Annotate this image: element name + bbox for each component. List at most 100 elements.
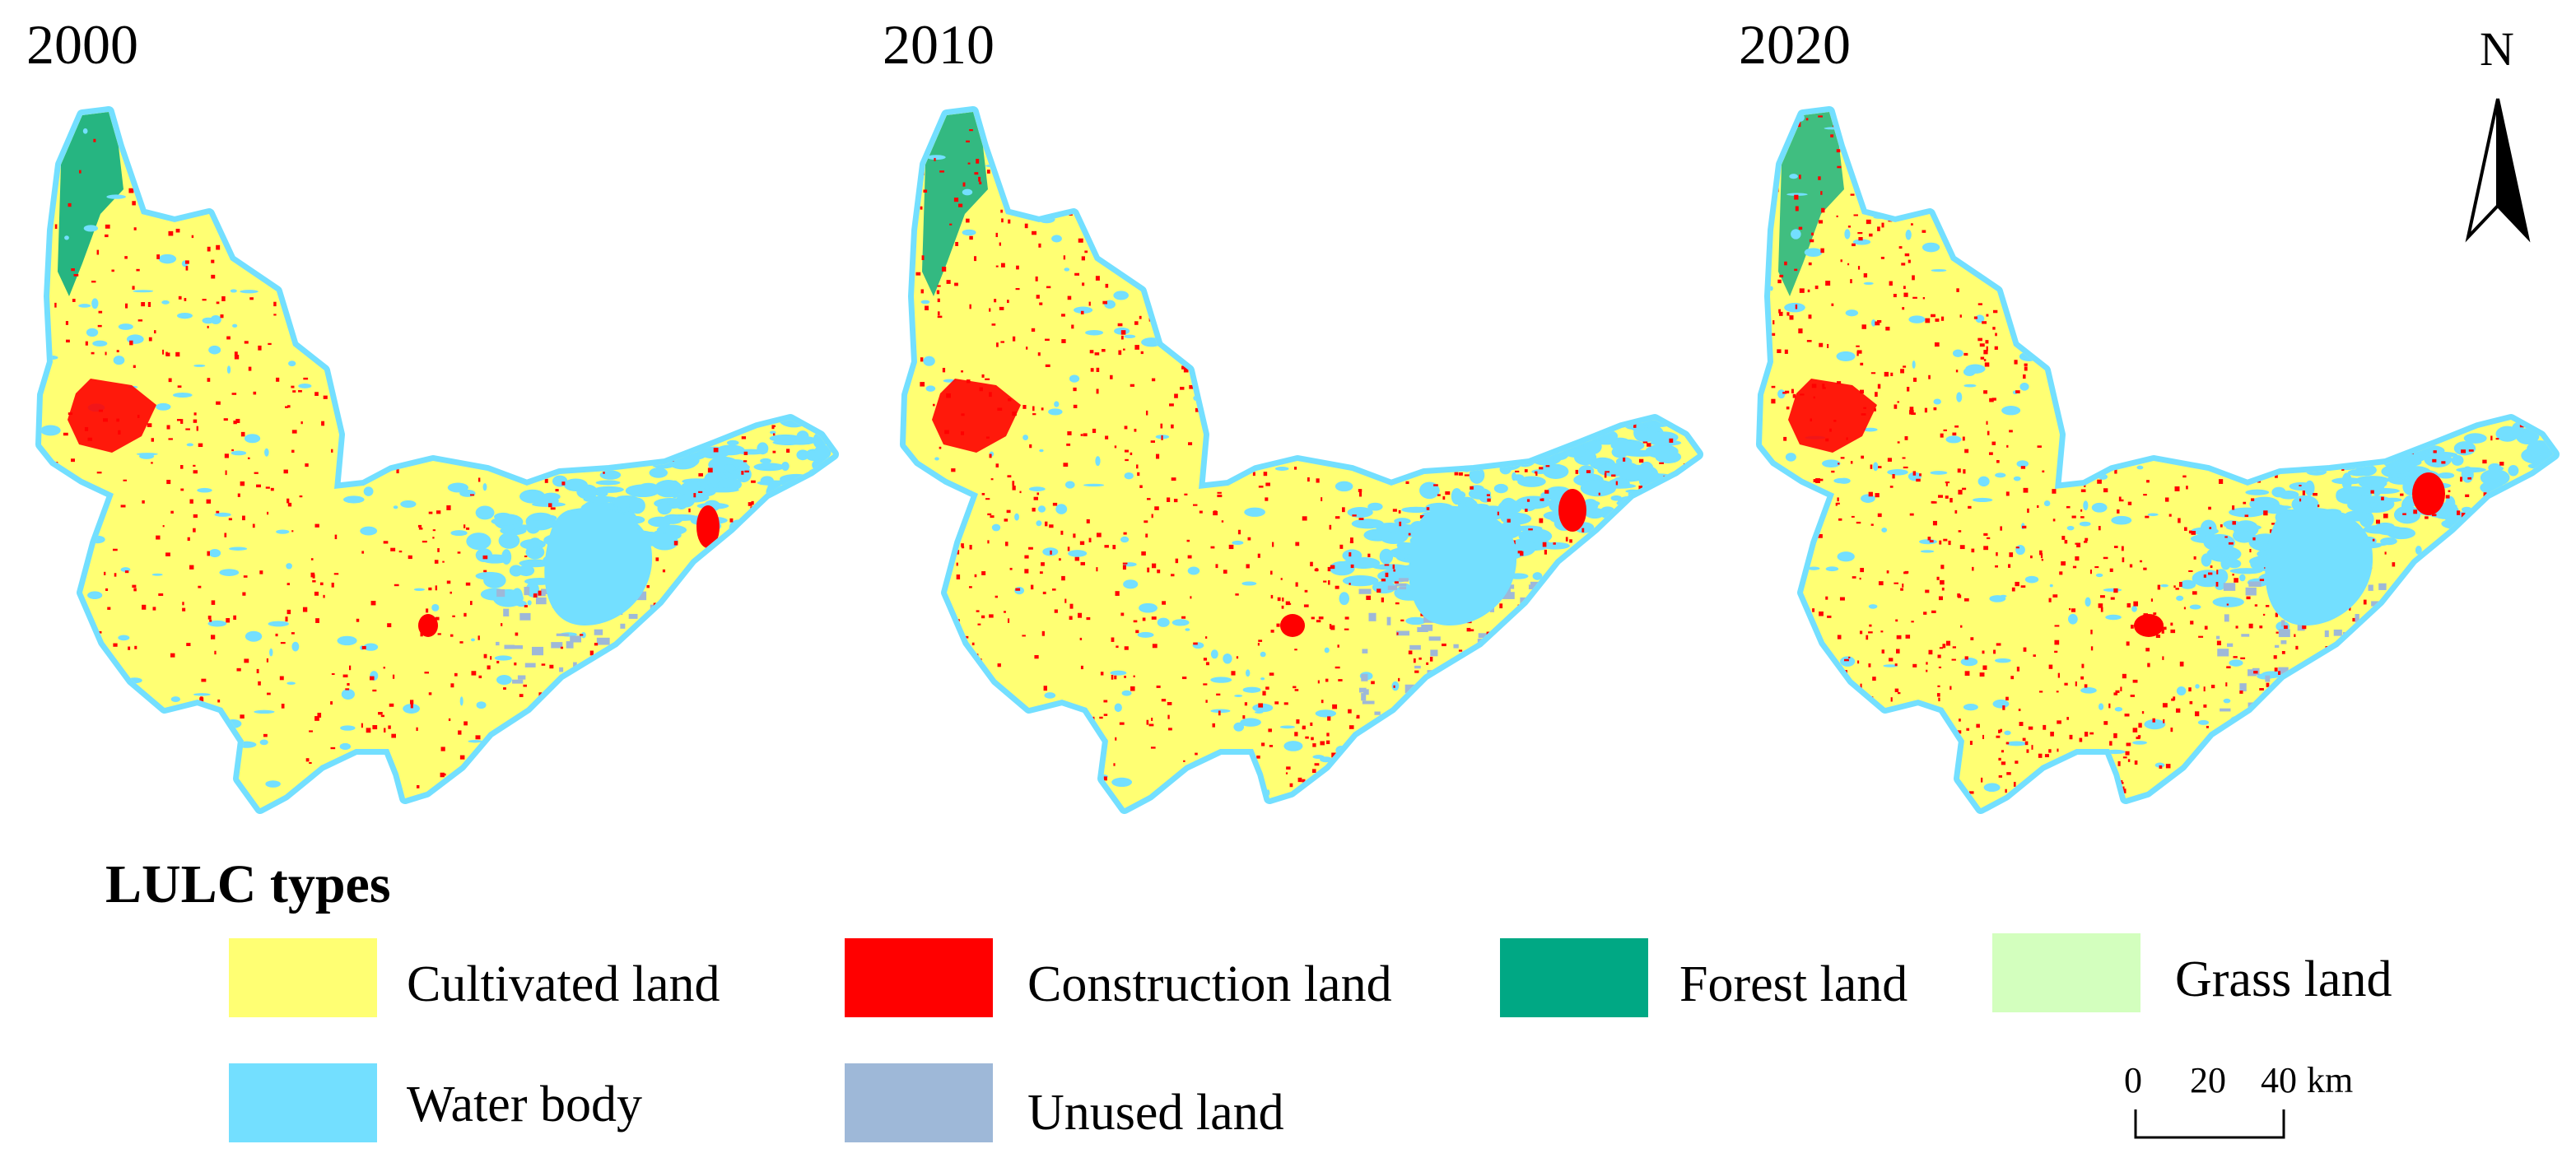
construction-patch [2381, 496, 2384, 500]
construction-patch [181, 788, 185, 793]
construction-patch [2302, 625, 2307, 630]
construction-patch [920, 382, 925, 387]
construction-patch [1069, 616, 1073, 621]
construction-patch [1022, 205, 1026, 209]
water-patch [1372, 564, 1409, 570]
water-patch [596, 341, 608, 346]
construction-patch [2428, 591, 2432, 596]
construction-patch [2273, 655, 2277, 659]
construction-patch [1560, 746, 1565, 750]
construction-patch [1000, 341, 1005, 343]
construction-patch [1297, 777, 1302, 783]
construction-patch [437, 633, 441, 635]
construction-patch [1372, 736, 1377, 739]
construction-patch [334, 534, 338, 540]
construction-patch [1393, 685, 1395, 688]
construction-patch [969, 128, 973, 132]
construction-patch [966, 140, 970, 143]
construction-patch [566, 257, 571, 261]
water-patch [2290, 138, 2296, 148]
construction-patch [1130, 384, 1135, 387]
construction-patch [1326, 732, 1330, 737]
construction-patch [1557, 569, 1561, 573]
water-patch [2067, 613, 2078, 625]
construction-patch [715, 729, 719, 732]
construction-patch [813, 374, 818, 379]
construction-patch [1988, 452, 1993, 455]
construction-patch [1074, 272, 1080, 276]
water-patch [1307, 182, 1321, 185]
construction-patch [216, 301, 220, 305]
construction-patch [2506, 270, 2509, 274]
construction-patch [2329, 379, 2334, 383]
construction-patch [480, 349, 486, 355]
construction-patch [2247, 172, 2252, 175]
construction-patch [996, 342, 999, 347]
construction-patch [2476, 797, 2481, 801]
construction-patch [1349, 552, 1352, 557]
water-patch [2499, 496, 2513, 505]
construction-patch [2283, 750, 2289, 755]
construction-patch [2471, 286, 2475, 290]
unused-land-patch [551, 642, 563, 649]
construction-patch [1589, 305, 1594, 309]
construction-patch [1363, 391, 1367, 397]
water-patch [1446, 329, 1452, 338]
construction-patch [132, 286, 135, 290]
construction-patch [2137, 246, 2140, 252]
construction-patch [2005, 742, 2010, 745]
construction-patch [392, 180, 398, 183]
unused-land-patch [2366, 714, 2377, 722]
construction-patch [1118, 350, 1122, 356]
construction-patch [641, 706, 645, 709]
construction-patch [1217, 494, 1223, 498]
construction-patch [2153, 429, 2159, 433]
water-patch [492, 333, 509, 340]
construction-patch [1870, 130, 1873, 134]
construction-patch [412, 351, 417, 357]
water-patch [422, 264, 430, 274]
water-patch [1684, 467, 1697, 483]
construction-patch [1526, 174, 1529, 177]
construction-patch [729, 518, 734, 523]
construction-patch [483, 653, 487, 658]
construction-patch [594, 643, 599, 646]
construction-patch [1187, 555, 1192, 559]
unused-land-patch [566, 641, 574, 649]
unused-land-patch [2380, 690, 2387, 693]
construction-patch [1578, 150, 1582, 154]
construction-patch [1905, 635, 1911, 639]
construction-patch [1205, 662, 1209, 666]
construction-patch [2138, 723, 2142, 728]
water-patch [1864, 193, 1872, 202]
construction-patch [1156, 685, 1161, 688]
construction-patch [2165, 764, 2171, 769]
construction-patch [2276, 698, 2281, 701]
construction-patch [410, 703, 413, 709]
construction-patch [1038, 751, 1043, 755]
construction-patch [2349, 606, 2351, 611]
construction-patch [1922, 297, 1926, 300]
construction-patch [1151, 718, 1153, 721]
construction-patch [2131, 625, 2134, 629]
construction-patch [1814, 285, 1819, 290]
water-patch [2013, 476, 2021, 481]
construction-patch [1467, 326, 1471, 330]
water-patch [1324, 647, 1330, 653]
construction-patch [2158, 377, 2163, 380]
construction-patch [1818, 220, 1824, 224]
construction-patch [674, 223, 679, 228]
water-patch [148, 717, 155, 725]
construction-patch [1670, 763, 1675, 767]
construction-patch [1069, 603, 1074, 609]
construction-patch [193, 528, 196, 533]
construction-patch [2411, 697, 2415, 701]
water-patch [563, 478, 589, 491]
unused-land-patch [2297, 623, 2305, 631]
construction-patch [2118, 496, 2122, 500]
water-patch [365, 195, 372, 205]
construction-patch [228, 518, 232, 521]
construction-patch [1185, 123, 1187, 125]
construction-patch [986, 170, 990, 174]
construction-patch [599, 323, 602, 329]
